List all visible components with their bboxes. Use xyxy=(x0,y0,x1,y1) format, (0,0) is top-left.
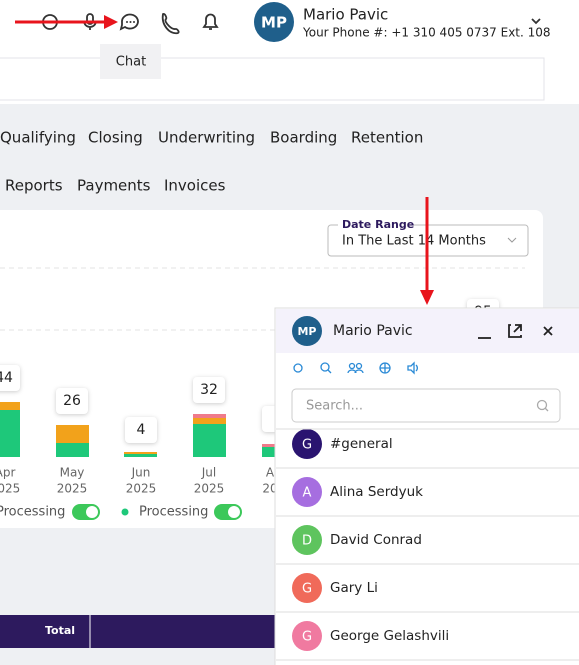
search-placeholder: Search... xyxy=(306,399,363,414)
sound-icon[interactable] xyxy=(407,361,418,375)
chat-header xyxy=(276,309,579,353)
contact-avatar[interactable] xyxy=(292,429,322,459)
nav-tab[interactable]: Boarding xyxy=(270,129,337,147)
toggle-knob xyxy=(228,506,240,518)
x-month: Jun xyxy=(131,466,151,480)
x-month: A xyxy=(266,466,275,480)
nav-tab[interactable]: Payments xyxy=(77,177,151,195)
chat-avatar xyxy=(292,316,322,346)
search-strip xyxy=(0,57,545,101)
contact-initial: A xyxy=(303,486,312,501)
legend-text: Processing xyxy=(139,505,208,520)
tooltip xyxy=(100,44,161,79)
label-bg xyxy=(338,218,410,230)
x-year: 20 xyxy=(262,482,277,496)
contact-initial: G xyxy=(302,582,312,597)
contact-avatar[interactable] xyxy=(292,621,322,651)
nav-tab[interactable]: Invoices xyxy=(164,177,226,195)
date-value: In The Last 14 Months xyxy=(342,234,486,249)
table-header-cell: Total xyxy=(45,624,75,637)
contact-list: G #general A Alina Serdyuk D David Conrad G Gar… xyxy=(276,428,579,661)
mic-icon[interactable] xyxy=(86,13,94,25)
chat-avatar-initials: MP xyxy=(297,325,316,338)
contact-avatar[interactable] xyxy=(292,573,322,603)
chat-toolbar xyxy=(293,361,418,375)
search-glass xyxy=(536,399,548,411)
chat-icon[interactable] xyxy=(119,13,139,31)
select-chevron xyxy=(507,237,517,243)
chat-dots xyxy=(126,21,135,23)
search-icon[interactable] xyxy=(320,362,330,372)
avatar-initials: MP xyxy=(261,14,287,32)
arrow-head xyxy=(104,15,118,29)
date-label: Date Range xyxy=(342,218,414,231)
contact-name[interactable]: George Gelashvili xyxy=(330,628,449,644)
value-label-bg xyxy=(125,417,157,443)
phone-icon[interactable] xyxy=(161,12,180,35)
contact-name[interactable]: Gary Li xyxy=(330,580,378,596)
legend-text: Processing xyxy=(0,505,65,520)
value-label-bg xyxy=(0,365,20,391)
user-phone: Your Phone #: +1 310 405 0737 Ext. 108 xyxy=(302,26,551,40)
x-year: 2025 xyxy=(57,482,88,496)
contact-name[interactable]: Alina Serdyuk xyxy=(330,484,423,500)
contact-initial: G xyxy=(302,630,312,645)
settings-icon[interactable] xyxy=(293,363,303,373)
nav-tab[interactable]: Retention xyxy=(351,129,423,147)
value-label-bg xyxy=(56,388,88,414)
nav-tab[interactable]: Underwriting xyxy=(158,129,255,147)
contact-initial: G xyxy=(302,438,312,453)
x-month: May xyxy=(60,466,85,480)
contact-avatar[interactable] xyxy=(292,477,322,507)
contact-name[interactable]: #general xyxy=(330,436,393,452)
arrow-head xyxy=(420,290,434,305)
value-label: 4 xyxy=(137,422,146,438)
value-label: 44 xyxy=(0,370,13,386)
x-month: Jul xyxy=(201,466,216,480)
nav-row: Reports Payments Invoices xyxy=(5,177,226,195)
avatar[interactable] xyxy=(254,2,294,42)
bell-icon[interactable] xyxy=(202,13,219,30)
popout[interactable] xyxy=(508,324,522,338)
nav-tab[interactable]: Closing xyxy=(88,129,143,147)
table-header xyxy=(0,615,280,648)
chat-search[interactable] xyxy=(291,388,561,423)
user-name: Mario Pavic xyxy=(303,6,388,24)
x-year: 2025 xyxy=(0,482,20,496)
value-label-bg xyxy=(193,377,225,403)
toggle-knob xyxy=(86,506,98,518)
close[interactable] xyxy=(543,326,553,336)
chat-panel xyxy=(274,307,579,665)
nav-tab[interactable]: Qualifying xyxy=(0,129,76,147)
contact-avatar[interactable] xyxy=(292,525,322,555)
nav-row: Qualifying Closing Underwriting Boarding Ret… xyxy=(0,129,423,147)
chat-title: Mario Pavic xyxy=(333,323,413,339)
value-label: 32 xyxy=(200,382,218,398)
legend-dot xyxy=(121,508,129,516)
group-icon[interactable] xyxy=(348,362,356,370)
tooltip-text: Chat xyxy=(116,55,146,70)
contact-initial: D xyxy=(302,534,312,549)
value-label: 26 xyxy=(63,393,81,409)
x-year: 2025 xyxy=(126,482,157,496)
x-year: 2025 xyxy=(194,482,225,496)
window-controls xyxy=(478,324,553,339)
bars xyxy=(0,402,276,457)
nav-tab[interactable]: Reports xyxy=(5,177,63,195)
contact-name[interactable]: David Conrad xyxy=(330,532,422,548)
x-month: Apr xyxy=(0,466,15,480)
user-menu-chevron[interactable] xyxy=(531,18,541,25)
